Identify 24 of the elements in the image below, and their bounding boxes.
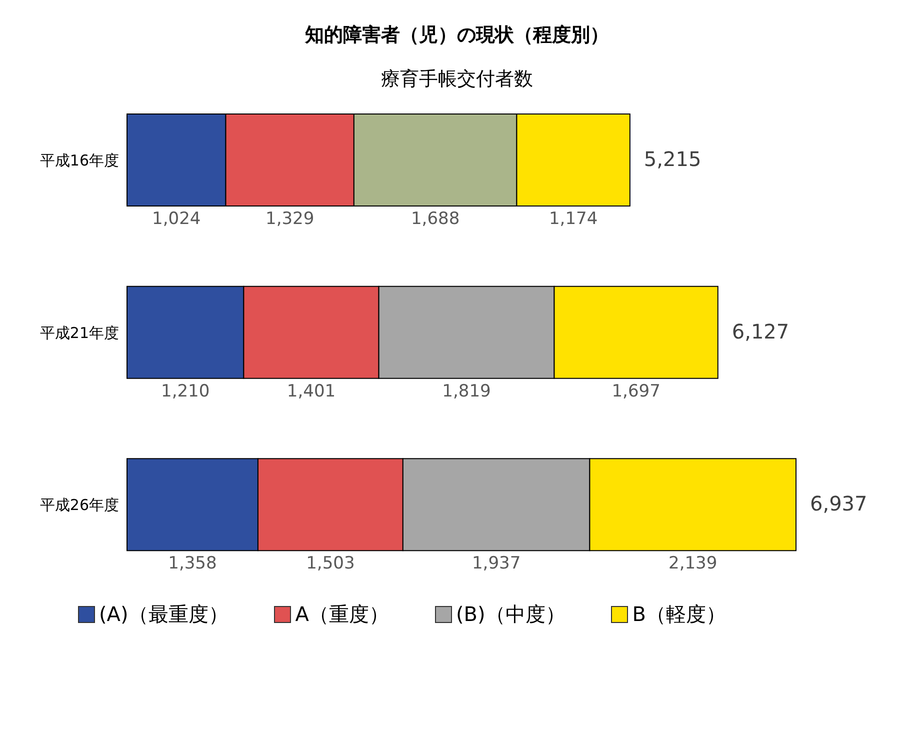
data-label: 1,503 [306, 554, 355, 574]
legend-label: A（重度） [294, 601, 389, 628]
data-label: 2,139 [668, 554, 718, 574]
data-label: 1,688 [410, 209, 460, 229]
total-label: 5,215 [644, 147, 702, 171]
data-label: 1,210 [161, 381, 210, 402]
data-label: 1,174 [548, 209, 598, 229]
total-label: 6,127 [732, 319, 790, 344]
data-label: 1,697 [612, 381, 660, 402]
total-label: 6,937 [810, 492, 868, 516]
data-label: 1,024 [152, 209, 201, 229]
data-label: 1,329 [266, 209, 314, 229]
chart-subtitle: 療育手帳交付者数 [380, 67, 534, 92]
data-label: 1,819 [442, 381, 491, 402]
legend-label: (B)（中度） [454, 601, 566, 628]
data-label: 1,358 [168, 554, 217, 574]
data-label: 1,401 [286, 381, 336, 402]
data-label: 1,937 [472, 554, 521, 574]
y-tick-label: 平成16年度 [40, 151, 119, 170]
y-tick-label: 平成21年度 [40, 324, 119, 342]
chart-title: 知的障害者（児）の現状（程度別） [304, 23, 610, 48]
legend-label: (A)（最重度） [98, 601, 228, 628]
legend-label: B（軽度） [631, 601, 726, 628]
y-tick-label: 平成26年度 [40, 496, 119, 514]
